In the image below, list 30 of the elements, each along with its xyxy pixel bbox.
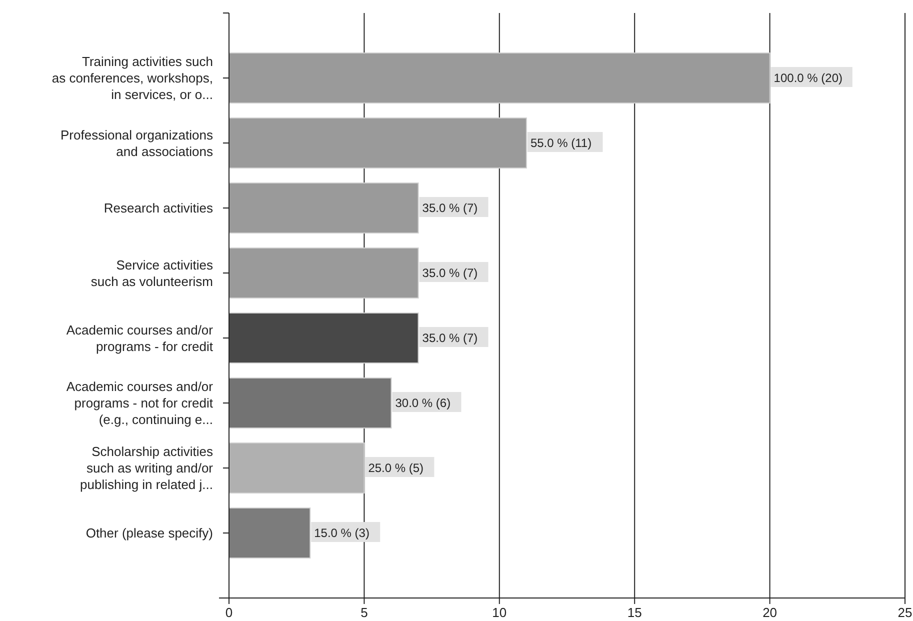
data-label: 35.0 % (7) bbox=[422, 201, 478, 215]
data-label: 55.0 % (11) bbox=[530, 136, 592, 150]
data-label: 25.0 % (5) bbox=[368, 461, 424, 475]
data-label: 30.0 % (6) bbox=[395, 396, 451, 410]
y-tick-label: Research activities bbox=[104, 200, 214, 216]
bar bbox=[228, 118, 527, 168]
data-label: 100.0 % (20) bbox=[774, 71, 843, 85]
y-tick-label: Academic courses and/or programs - not for credit (e.g., continuing e... bbox=[66, 379, 214, 427]
y-tick-label: Service activities such as volunteerism bbox=[90, 257, 214, 289]
x-tick-label: 20 bbox=[762, 605, 778, 620]
data-label: 35.0 % (7) bbox=[422, 266, 478, 280]
bar bbox=[228, 182, 419, 234]
bar bbox=[228, 312, 419, 364]
x-tick-label: 10 bbox=[492, 605, 507, 620]
data-label: 35.0 % (7) bbox=[422, 331, 478, 345]
y-tick-label: Scholarship activities such as writing and/or publishing in related j... bbox=[80, 444, 214, 492]
x-tick-label: 25 bbox=[898, 605, 912, 620]
bar bbox=[228, 378, 392, 428]
x-tick-label: 5 bbox=[360, 605, 368, 620]
y-tick-label: Other (please specify) bbox=[86, 526, 213, 540]
data-label: 15.0 % (3) bbox=[314, 526, 370, 540]
x-tick-label: 15 bbox=[627, 605, 642, 620]
x-tick-label: 0 bbox=[225, 605, 233, 620]
bar bbox=[228, 248, 419, 298]
bar bbox=[228, 442, 365, 494]
y-tick-label: Professional organizations and associations bbox=[60, 127, 214, 159]
bar bbox=[228, 52, 770, 104]
y-tick-label: Training activities such as conferences, workshops, in services, or o... bbox=[52, 54, 213, 102]
y-tick-label: Academic courses and/or programs - for credit bbox=[66, 322, 214, 354]
bar bbox=[228, 508, 311, 558]
